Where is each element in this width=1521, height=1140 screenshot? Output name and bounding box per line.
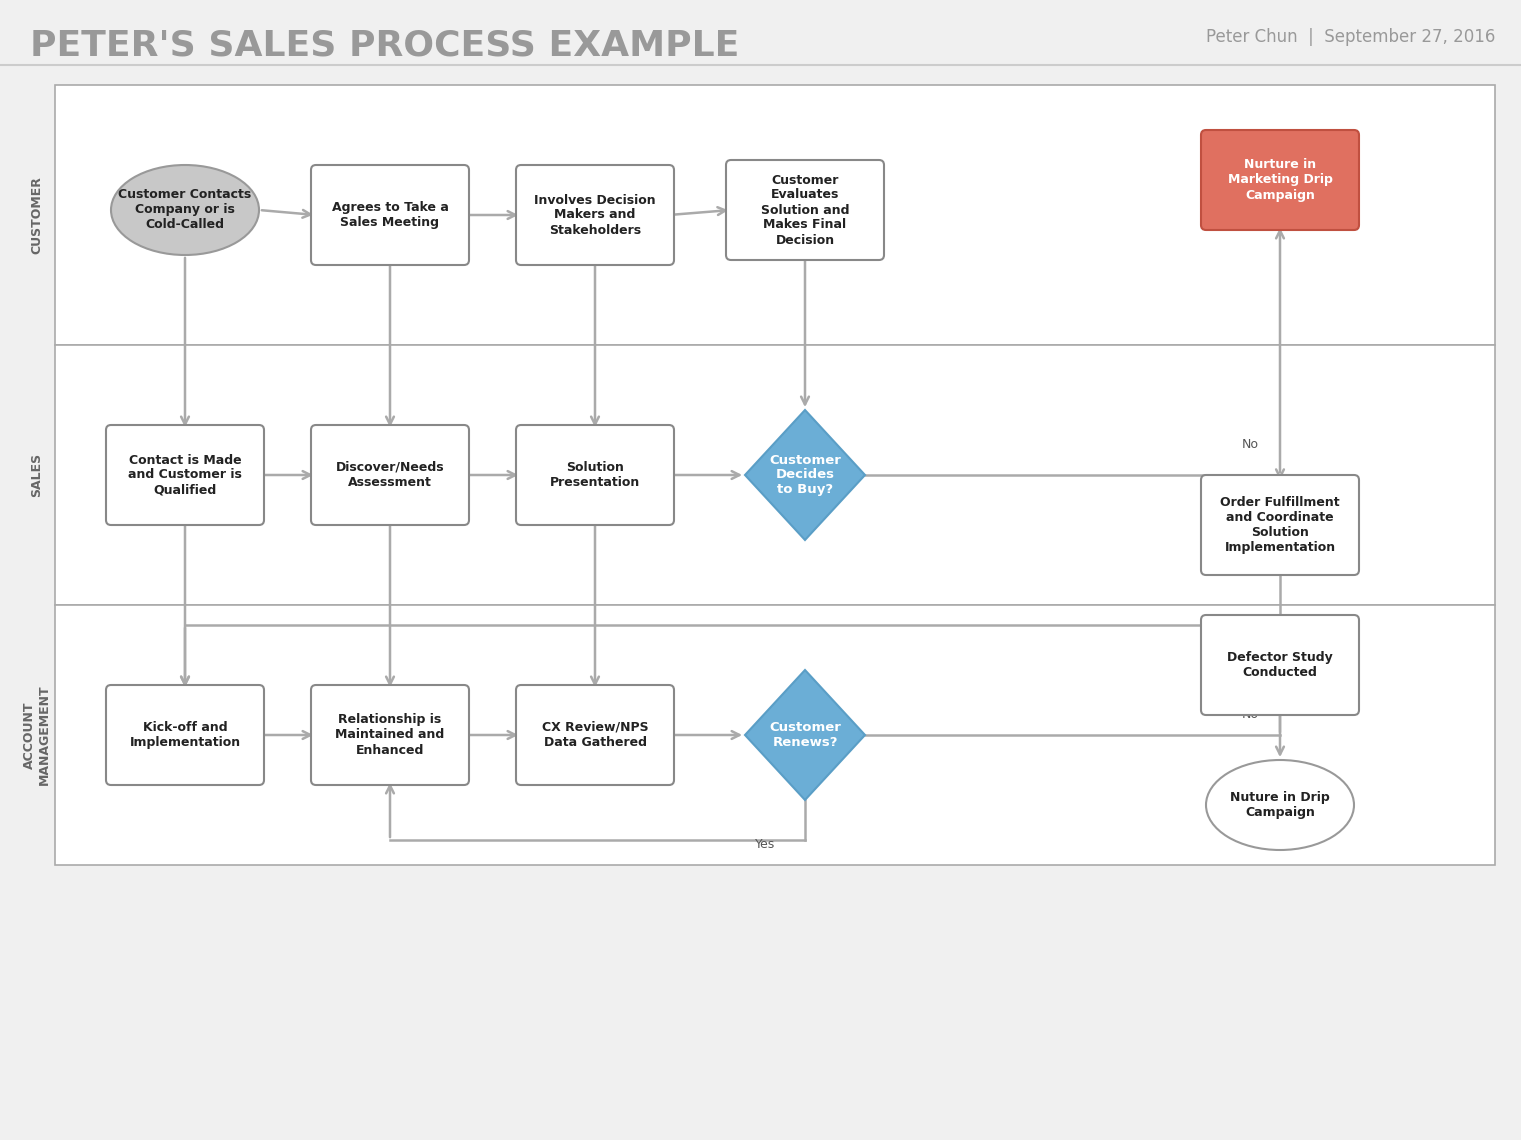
Text: Nurture in
Marketing Drip
Campaign: Nurture in Marketing Drip Campaign — [1227, 158, 1332, 202]
Text: CX Review/NPS
Data Gathered: CX Review/NPS Data Gathered — [541, 720, 648, 749]
Text: Yes: Yes — [1240, 508, 1259, 521]
Polygon shape — [745, 670, 865, 800]
FancyBboxPatch shape — [1202, 614, 1358, 715]
Text: Customer
Evaluates
Solution and
Makes Final
Decision: Customer Evaluates Solution and Makes Fi… — [760, 173, 849, 246]
Text: No: No — [1241, 439, 1258, 451]
Text: Relationship is
Maintained and
Enhanced: Relationship is Maintained and Enhanced — [335, 714, 444, 757]
Text: PETER'S SALES PROCESS EXAMPLE: PETER'S SALES PROCESS EXAMPLE — [30, 28, 739, 62]
FancyBboxPatch shape — [516, 165, 674, 264]
FancyBboxPatch shape — [1202, 130, 1358, 230]
FancyBboxPatch shape — [516, 685, 674, 785]
FancyBboxPatch shape — [516, 425, 674, 526]
Ellipse shape — [1206, 760, 1354, 850]
FancyBboxPatch shape — [55, 605, 1495, 865]
Text: Defector Study
Conducted: Defector Study Conducted — [1227, 651, 1332, 679]
Text: Solution
Presentation: Solution Presentation — [551, 461, 640, 489]
Text: Contact is Made
and Customer is
Qualified: Contact is Made and Customer is Qualifie… — [128, 454, 242, 497]
Ellipse shape — [111, 165, 259, 255]
Text: ACCOUNT
MANAGEMENT: ACCOUNT MANAGEMENT — [23, 685, 52, 785]
FancyBboxPatch shape — [726, 160, 884, 260]
Polygon shape — [745, 410, 865, 540]
FancyBboxPatch shape — [310, 425, 468, 526]
FancyBboxPatch shape — [310, 685, 468, 785]
FancyBboxPatch shape — [106, 425, 265, 526]
FancyBboxPatch shape — [310, 165, 468, 264]
Text: Nuture in Drip
Campaign: Nuture in Drip Campaign — [1230, 791, 1329, 819]
Text: Customer
Renews?: Customer Renews? — [770, 720, 841, 749]
Text: Customer
Decides
to Buy?: Customer Decides to Buy? — [770, 454, 841, 497]
Text: No: No — [1241, 708, 1258, 722]
FancyBboxPatch shape — [55, 345, 1495, 605]
Text: Involves Decision
Makers and
Stakeholders: Involves Decision Makers and Stakeholder… — [534, 194, 656, 236]
Text: Agrees to Take a
Sales Meeting: Agrees to Take a Sales Meeting — [332, 201, 449, 229]
Text: SALES: SALES — [30, 453, 44, 497]
Text: Customer Contacts
Company or is
Cold-Called: Customer Contacts Company or is Cold-Cal… — [119, 188, 251, 231]
Text: Order Fulfillment
and Coordinate
Solution
Implementation: Order Fulfillment and Coordinate Solutio… — [1220, 496, 1340, 554]
Text: Peter Chun  |  September 27, 2016: Peter Chun | September 27, 2016 — [1206, 28, 1495, 46]
FancyBboxPatch shape — [106, 685, 265, 785]
FancyBboxPatch shape — [55, 86, 1495, 345]
Text: Discover/Needs
Assessment: Discover/Needs Assessment — [336, 461, 444, 489]
Text: Yes: Yes — [754, 839, 776, 852]
Text: CUSTOMER: CUSTOMER — [30, 176, 44, 254]
Text: Kick-off and
Implementation: Kick-off and Implementation — [129, 720, 240, 749]
FancyBboxPatch shape — [1202, 475, 1358, 575]
